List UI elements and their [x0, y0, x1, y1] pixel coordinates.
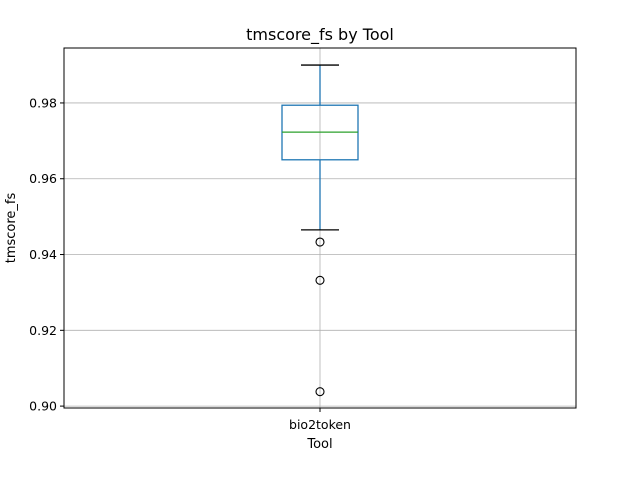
x-tick-label: bio2token: [289, 417, 351, 432]
outlier-point: [315, 275, 325, 285]
y-tick-label: 0.92: [29, 323, 57, 338]
y-tick-label: 0.96: [29, 171, 57, 186]
outlier-point: [315, 237, 325, 247]
chart-title: tmscore_fs by Tool: [246, 25, 394, 45]
box-group: [281, 64, 359, 397]
outlier-point: [315, 387, 325, 397]
x-axis: bio2token: [289, 408, 351, 432]
plot-area: [281, 64, 359, 397]
y-tick-label: 0.98: [29, 95, 57, 110]
x-axis-label: Tool: [306, 437, 332, 452]
y-tick-label: 0.90: [29, 399, 57, 414]
y-tick-label: 0.94: [29, 247, 57, 262]
y-axis: 0.90 0.92 0.94 0.96 0.98: [29, 95, 64, 414]
y-axis-label: tmscore_fs: [4, 193, 19, 264]
